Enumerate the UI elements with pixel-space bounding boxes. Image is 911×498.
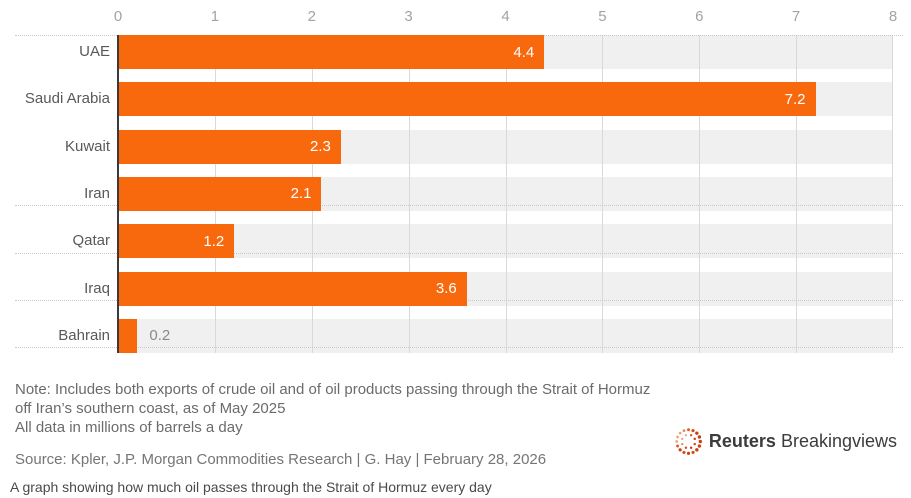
category-label: Qatar [72,232,110,250]
value-label: 2.3 [309,138,331,156]
x-tick: 6 [695,8,704,25]
bar: 2.1 [118,176,322,211]
category-label: Iraq [84,279,110,297]
alt-text-caption: A graph showing how much oil passes thro… [10,479,492,495]
category-label: Kuwait [64,137,110,155]
reuters-dotted-circle-icon [675,427,702,455]
bar: 4.4 [118,35,545,69]
bar: 0.2 [118,318,170,353]
value-label: 3.6 [435,280,457,298]
bar-row-kuwait: Kuwait 2.3 [0,129,911,164]
source-line: Source: Kpler, J.P. Morgan Commodities R… [15,451,547,468]
note-line-1: Note: Includes both exports of crude oil… [15,381,651,398]
x-tick: 1 [210,8,220,25]
brand-reuters: Reuters [708,430,776,451]
bar-track: 7.2 [118,82,893,117]
bar-row-saudi-arabia: Saudi Arabia 7.2 [0,82,911,117]
note-line-3: All data in millions of barrels a day [15,419,243,436]
category-label: Saudi Arabia [24,90,110,108]
bar-row-bahrain: Bahrain 0.2 [0,318,911,353]
value-label: 0.2 [149,326,171,344]
bar-row-iraq: Iraq 3.6 [0,271,911,306]
category-label: Bahrain [58,326,110,344]
value-label: 4.4 [513,43,535,61]
x-tick: 5 [598,8,607,25]
x-tick: 2 [307,8,316,25]
value-label: 1.2 [203,232,225,250]
bar-track: 0.2 [118,318,893,353]
bar-track: 4.4 [118,35,893,69]
bar-track: 1.2 [118,224,893,259]
category-label: UAE [79,43,110,60]
bar-row-uae: UAE 4.4 [0,35,911,69]
brand-breakingviews: Breakingviews [780,430,897,451]
note-line-2: off Iran’s southern coast, as of May 202… [15,400,286,417]
x-tick: 8 [888,8,898,25]
plot-area: UAE 4.4 Saudi Arabia 7.2 Kuwait 2.3 Iran [0,35,911,353]
bar: 7.2 [118,82,816,117]
x-tick: 4 [501,8,510,25]
x-axis: 0 1 2 3 4 5 6 7 8 [0,6,911,28]
brand-wordmark: Reuters Breakingviews [709,431,897,452]
bar-track: 2.1 [118,176,893,211]
value-label: 7.2 [784,90,806,108]
bar-row-qatar: Qatar 1.2 [0,224,911,259]
value-label: 2.1 [290,185,312,203]
x-tick: 3 [404,8,413,25]
bar: 2.3 [118,129,341,164]
bar-track: 2.3 [118,129,893,164]
bar-rows: UAE 4.4 Saudi Arabia 7.2 Kuwait 2.3 Iran [0,35,911,353]
reuters-breakingviews-logo: Reuters Breakingviews [675,427,897,455]
bar-row-iran: Iran 2.1 [0,176,911,211]
bar: 3.6 [118,271,467,306]
footer: Note: Includes both exports of crude oil… [10,380,675,496]
x-tick: 0 [113,8,123,25]
x-tick: 7 [791,8,801,25]
category-label: Iran [84,184,110,202]
bar: 1.2 [118,224,235,259]
bar-track: 3.6 [118,271,893,306]
